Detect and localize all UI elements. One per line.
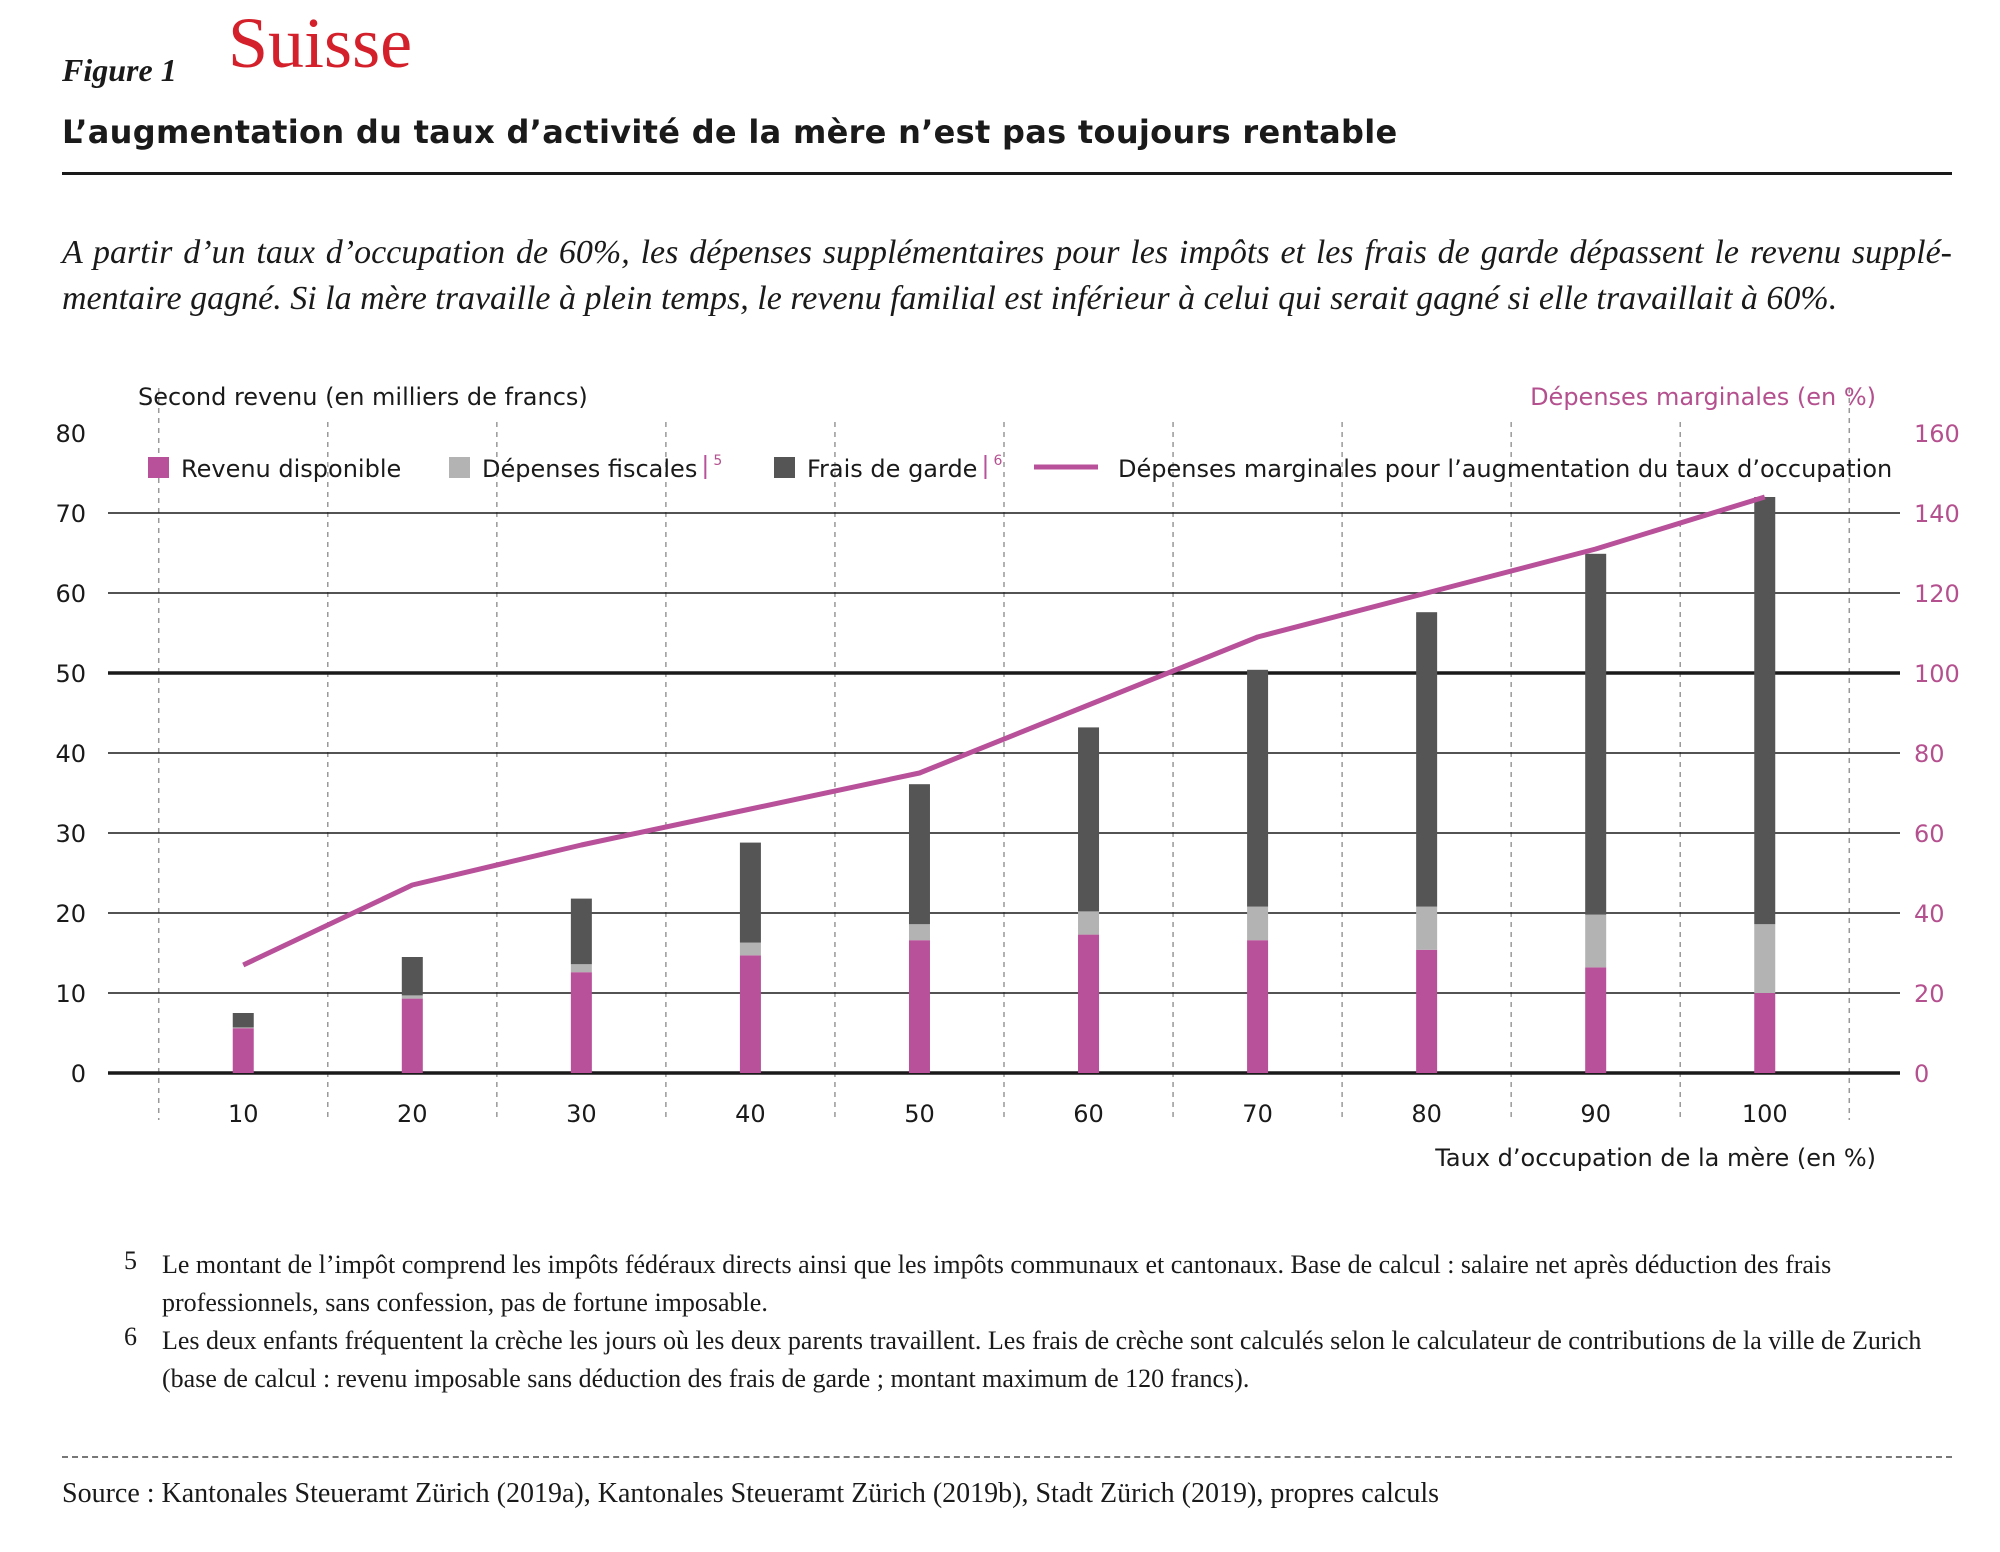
bar-segment	[401, 998, 423, 1073]
y-tick-label: 60	[55, 580, 86, 608]
stacked-bar-chart: 0 10 20 30 40 50 60 70 80 0 20 40 60 80 100 120 140 160 10…	[55, 383, 1959, 1172]
legend-label: Dépenses fiscales	[482, 455, 697, 483]
legend-note-number: 5	[713, 453, 722, 469]
y-tick-label: 50	[55, 660, 86, 688]
y-tick-label: 10	[55, 980, 86, 1008]
y2-tick-label: 160	[1914, 420, 1960, 448]
figure-label: Figure 1	[62, 52, 177, 88]
y-tick-label: 0	[71, 1060, 86, 1088]
source-note: Source : Kantonales Steueramt Zürich (20…	[62, 1478, 1440, 1509]
y2-tick-label: 100	[1914, 660, 1960, 688]
bar-segment	[232, 1013, 254, 1028]
x-tick-label: 20	[397, 1100, 428, 1128]
legend-label: Dépenses marginales pour l’augmentation …	[1118, 455, 1892, 483]
bar-segment	[908, 940, 930, 1073]
bar-segment	[570, 898, 592, 965]
legend-label: Frais de garde	[807, 455, 977, 483]
y2-tick-label: 20	[1914, 980, 1945, 1008]
title-divider	[62, 172, 1952, 175]
x-tick-label: 50	[904, 1100, 935, 1128]
bar-segment	[1078, 934, 1100, 1073]
chart-subtitle: A partir d’un taux d’occupation de 60%, …	[62, 234, 1952, 317]
bar-segment	[908, 924, 930, 941]
bar-segment	[1078, 727, 1100, 912]
y2-tick-label: 40	[1914, 900, 1945, 928]
x-tick-label: 30	[566, 1100, 597, 1128]
x-axis-label: Taux d’occupation de la mère (en %)	[1434, 1144, 1876, 1172]
bar-segment	[1585, 914, 1607, 968]
legend-swatch	[449, 457, 470, 478]
bar-segment	[232, 1027, 254, 1029]
footnote-6-text: Les deux enfants fréquentent la crèche l…	[162, 1326, 1922, 1393]
bar-segment	[1247, 906, 1269, 941]
bar-segment	[570, 972, 592, 1073]
bar-segment	[1247, 940, 1269, 1073]
footnote-5-text: Le montant de l’impôt comprend les impôt…	[162, 1250, 1832, 1317]
bar-segment	[1585, 553, 1607, 915]
x-tick-label: 90	[1580, 1100, 1611, 1128]
y-tick-label: 80	[55, 420, 86, 448]
legend-label: Revenu disponible	[181, 455, 401, 483]
bar-segment	[1585, 967, 1607, 1073]
bar-segment	[232, 1028, 254, 1073]
bar-segment	[401, 995, 423, 999]
y2-tick-label: 140	[1914, 500, 1960, 528]
bar-segment	[908, 784, 930, 925]
bar-segment	[1078, 911, 1100, 935]
tick-labels: 0 10 20 30 40 50 60 70 80 0 20 40 60 80 100 120 140 160 10…	[55, 420, 1959, 1128]
bars-layer	[232, 497, 1776, 1073]
x-tick-label: 60	[1073, 1100, 1104, 1128]
bar-segment	[739, 955, 761, 1073]
chart-title: L’augmentation du taux d’activité de la …	[62, 113, 1398, 151]
x-tick-label: 80	[1411, 1100, 1442, 1128]
y2-tick-label: 0	[1914, 1060, 1929, 1088]
bar-segment	[1416, 612, 1438, 907]
bar-segment	[739, 942, 761, 956]
legend-swatch	[148, 457, 169, 478]
bar-segment	[1247, 669, 1269, 907]
line-layer	[242, 494, 1766, 968]
vertical-gridlines	[157, 388, 1851, 1120]
bar-segment	[1754, 993, 1776, 1073]
y-tick-label: 70	[55, 500, 86, 528]
marginal-expenses-line	[242, 494, 1766, 968]
bar-segment	[739, 842, 761, 943]
bar-segment	[1416, 906, 1438, 950]
x-tick-label: 70	[1242, 1100, 1273, 1128]
footnote-6-number: 6	[124, 1322, 137, 1351]
legend-swatch	[774, 457, 795, 478]
bar-segment	[1754, 924, 1776, 993]
x-tick-label: 100	[1742, 1100, 1788, 1128]
y2-axis-label: Dépenses marginales (en %)	[1530, 383, 1876, 411]
y-axis-label: Second revenu (en milliers de francs)	[138, 383, 588, 411]
y-tick-label: 30	[55, 820, 86, 848]
y2-tick-label: 120	[1914, 580, 1960, 608]
source-divider	[62, 1456, 1952, 1458]
y-tick-label: 40	[55, 740, 86, 768]
x-tick-label: 10	[228, 1100, 259, 1128]
bar-segment	[570, 964, 592, 973]
y2-tick-label: 80	[1914, 740, 1945, 768]
y2-tick-label: 60	[1914, 820, 1945, 848]
bar-segment	[1754, 497, 1776, 925]
bar-segment	[1416, 949, 1438, 1073]
legend: Revenu disponible Dépenses fiscales 5 Frais…	[148, 453, 1892, 483]
legend-note-number: 6	[993, 453, 1002, 469]
x-tick-label: 40	[735, 1100, 766, 1128]
footnote-5-number: 5	[124, 1246, 137, 1275]
y-tick-label: 20	[55, 900, 86, 928]
bar-segment	[401, 957, 423, 996]
country-title: Suisse	[228, 3, 413, 83]
